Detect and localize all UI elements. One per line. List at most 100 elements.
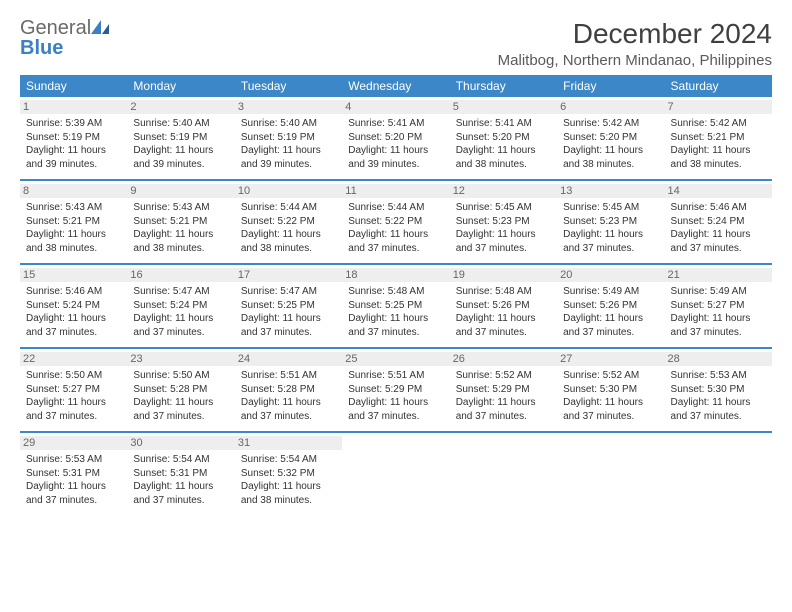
daylight-text: and 38 minutes. xyxy=(563,158,658,172)
daylight-text: Daylight: 11 hours xyxy=(26,228,121,242)
daylight-text: Daylight: 11 hours xyxy=(133,144,228,158)
sunset-text: Sunset: 5:20 PM xyxy=(456,131,551,145)
daylight-text: Daylight: 11 hours xyxy=(26,312,121,326)
day-number: 11 xyxy=(342,184,449,198)
daylight-text: Daylight: 11 hours xyxy=(26,480,121,494)
daylight-text: Daylight: 11 hours xyxy=(563,228,658,242)
location-text: Malitbog, Northern Mindanao, Philippines xyxy=(498,52,772,69)
day-cell: 19Sunrise: 5:48 AMSunset: 5:26 PMDayligh… xyxy=(450,265,557,347)
daylight-text: and 38 minutes. xyxy=(133,242,228,256)
sunrise-text: Sunrise: 5:45 AM xyxy=(563,201,658,215)
daylight-text: and 37 minutes. xyxy=(456,410,551,424)
sunset-text: Sunset: 5:28 PM xyxy=(133,383,228,397)
daylight-text: Daylight: 11 hours xyxy=(26,396,121,410)
day-header: Saturday xyxy=(665,75,772,97)
day-header: Thursday xyxy=(450,75,557,97)
daylight-text: and 38 minutes. xyxy=(671,158,766,172)
daylight-text: Daylight: 11 hours xyxy=(456,312,551,326)
daylight-text: Daylight: 11 hours xyxy=(133,396,228,410)
daylight-text: and 38 minutes. xyxy=(26,242,121,256)
day-number: 2 xyxy=(127,100,234,114)
day-cell: 13Sunrise: 5:45 AMSunset: 5:23 PMDayligh… xyxy=(557,181,664,263)
sunrise-text: Sunrise: 5:47 AM xyxy=(133,285,228,299)
daylight-text: Daylight: 11 hours xyxy=(456,228,551,242)
sunset-text: Sunset: 5:27 PM xyxy=(26,383,121,397)
daylight-text: Daylight: 11 hours xyxy=(133,312,228,326)
sunset-text: Sunset: 5:21 PM xyxy=(671,131,766,145)
sunset-text: Sunset: 5:23 PM xyxy=(456,215,551,229)
day-cell: 11Sunrise: 5:44 AMSunset: 5:22 PMDayligh… xyxy=(342,181,449,263)
day-number: 20 xyxy=(557,268,664,282)
sunrise-text: Sunrise: 5:53 AM xyxy=(26,453,121,467)
daylight-text: Daylight: 11 hours xyxy=(133,480,228,494)
day-number: 21 xyxy=(665,268,772,282)
sunrise-text: Sunrise: 5:43 AM xyxy=(133,201,228,215)
day-cell: 2Sunrise: 5:40 AMSunset: 5:19 PMDaylight… xyxy=(127,97,234,179)
day-cell: 1Sunrise: 5:39 AMSunset: 5:19 PMDaylight… xyxy=(20,97,127,179)
daylight-text: Daylight: 11 hours xyxy=(563,312,658,326)
daylight-text: and 37 minutes. xyxy=(671,326,766,340)
daylight-text: Daylight: 11 hours xyxy=(348,396,443,410)
month-title: December 2024 xyxy=(498,18,772,50)
daylight-text: Daylight: 11 hours xyxy=(563,396,658,410)
sunrise-text: Sunrise: 5:44 AM xyxy=(348,201,443,215)
day-cell: 23Sunrise: 5:50 AMSunset: 5:28 PMDayligh… xyxy=(127,349,234,431)
sunset-text: Sunset: 5:26 PM xyxy=(456,299,551,313)
daylight-text: Daylight: 11 hours xyxy=(348,228,443,242)
sunset-text: Sunset: 5:21 PM xyxy=(26,215,121,229)
day-number: 4 xyxy=(342,100,449,114)
sunset-text: Sunset: 5:22 PM xyxy=(241,215,336,229)
sunrise-text: Sunrise: 5:47 AM xyxy=(241,285,336,299)
sunset-text: Sunset: 5:29 PM xyxy=(348,383,443,397)
sunset-text: Sunset: 5:28 PM xyxy=(241,383,336,397)
week-row: 15Sunrise: 5:46 AMSunset: 5:24 PMDayligh… xyxy=(20,265,772,349)
day-number: 15 xyxy=(20,268,127,282)
day-number: 14 xyxy=(665,184,772,198)
daylight-text: and 37 minutes. xyxy=(133,410,228,424)
day-cell: 9Sunrise: 5:43 AMSunset: 5:21 PMDaylight… xyxy=(127,181,234,263)
sunset-text: Sunset: 5:21 PM xyxy=(133,215,228,229)
sunset-text: Sunset: 5:32 PM xyxy=(241,467,336,481)
daylight-text: and 39 minutes. xyxy=(26,158,121,172)
daylight-text: Daylight: 11 hours xyxy=(671,312,766,326)
day-number: 3 xyxy=(235,100,342,114)
day-number: 25 xyxy=(342,352,449,366)
daylight-text: and 37 minutes. xyxy=(348,242,443,256)
sunset-text: Sunset: 5:25 PM xyxy=(348,299,443,313)
sunrise-text: Sunrise: 5:41 AM xyxy=(348,117,443,131)
day-cell: 10Sunrise: 5:44 AMSunset: 5:22 PMDayligh… xyxy=(235,181,342,263)
daylight-text: and 37 minutes. xyxy=(456,326,551,340)
sunset-text: Sunset: 5:19 PM xyxy=(133,131,228,145)
daylight-text: Daylight: 11 hours xyxy=(26,144,121,158)
sunrise-text: Sunrise: 5:46 AM xyxy=(26,285,121,299)
day-cell: 4Sunrise: 5:41 AMSunset: 5:20 PMDaylight… xyxy=(342,97,449,179)
sunrise-text: Sunrise: 5:50 AM xyxy=(26,369,121,383)
daylight-text: and 39 minutes. xyxy=(241,158,336,172)
day-number: 5 xyxy=(450,100,557,114)
daylight-text: Daylight: 11 hours xyxy=(348,312,443,326)
day-cell: 8Sunrise: 5:43 AMSunset: 5:21 PMDaylight… xyxy=(20,181,127,263)
day-cell: 30Sunrise: 5:54 AMSunset: 5:31 PMDayligh… xyxy=(127,433,234,515)
day-number: 31 xyxy=(235,436,342,450)
daylight-text: and 37 minutes. xyxy=(26,326,121,340)
day-cell: 15Sunrise: 5:46 AMSunset: 5:24 PMDayligh… xyxy=(20,265,127,347)
sunrise-text: Sunrise: 5:40 AM xyxy=(241,117,336,131)
sunrise-text: Sunrise: 5:46 AM xyxy=(671,201,766,215)
daylight-text: and 37 minutes. xyxy=(456,242,551,256)
sunset-text: Sunset: 5:24 PM xyxy=(671,215,766,229)
day-cell: 16Sunrise: 5:47 AMSunset: 5:24 PMDayligh… xyxy=(127,265,234,347)
day-number: 12 xyxy=(450,184,557,198)
sunrise-text: Sunrise: 5:50 AM xyxy=(133,369,228,383)
day-cell xyxy=(450,433,557,515)
sunset-text: Sunset: 5:26 PM xyxy=(563,299,658,313)
sunset-text: Sunset: 5:19 PM xyxy=(241,131,336,145)
daylight-text: and 37 minutes. xyxy=(26,494,121,508)
daylight-text: Daylight: 11 hours xyxy=(671,396,766,410)
logo-text-blue: Blue xyxy=(20,38,111,58)
day-number: 1 xyxy=(20,100,127,114)
day-cell: 5Sunrise: 5:41 AMSunset: 5:20 PMDaylight… xyxy=(450,97,557,179)
day-number: 22 xyxy=(20,352,127,366)
daylight-text: and 37 minutes. xyxy=(671,242,766,256)
sunset-text: Sunset: 5:24 PM xyxy=(133,299,228,313)
day-cell: 28Sunrise: 5:53 AMSunset: 5:30 PMDayligh… xyxy=(665,349,772,431)
